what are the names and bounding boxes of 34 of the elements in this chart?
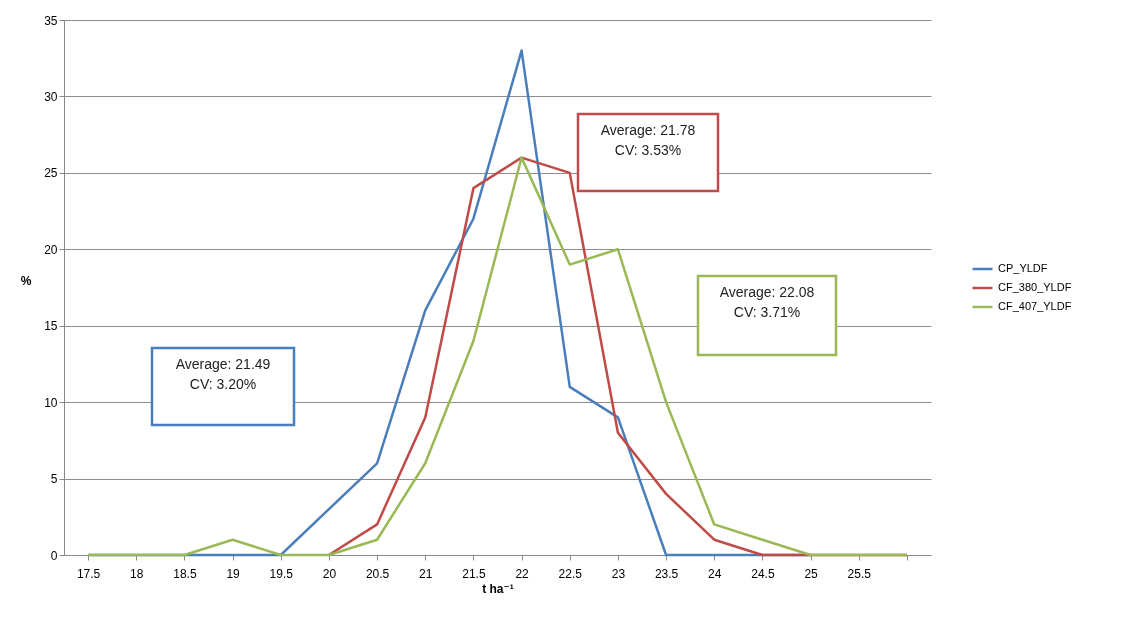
y-tick-label: 0 [50,548,58,563]
annotation: Average: 21.49 CV: 3.20% [175,356,271,392]
x-tick-label: 23 [611,566,626,581]
legend-label: CF_407_YLDF [998,300,1072,312]
annotation: Average: 22.08 CV: 3.71% [719,284,815,320]
x-tick-label: 23.5 [654,566,679,581]
y-tick-label: 20 [44,242,58,257]
x-tick-label: 21 [419,566,433,581]
x-tick-label: 18 [130,566,144,581]
legend-label: CF_380_YLDF [998,281,1072,293]
x-tick-label: 19 [226,566,241,581]
legend-label: CP_YLDF [998,262,1048,274]
x-tick-label: 20.5 [365,566,390,581]
x-tick-label: 22.5 [558,566,583,581]
x-tick-label: 21.5 [462,566,486,581]
annotation: Average: 21.78 CV: 3.53% [600,122,696,158]
y-tick-label: 30 [44,89,58,104]
y-tick-label: 25 [44,166,58,181]
x-tick-label: 24 [708,566,722,581]
x-tick-label: 25.5 [847,566,872,581]
line-series [86,156,909,557]
y-axis-title: % [20,274,32,288]
x-tick-label: 22 [515,566,530,581]
x-tick-label: 24.5 [751,566,775,581]
x-tick-label: 25 [804,566,819,581]
y-tick-label: 5 [50,472,58,487]
x-tick-label: 17.5 [76,566,101,581]
y-tick-label: 35 [44,13,58,28]
y-tick-label: 10 [44,395,58,410]
x-axis-title: t ha⁻¹ [482,581,514,596]
x-tick-label: 19.5 [269,566,294,581]
x-tick-label: 20 [322,566,337,581]
x-tick-label: 18.5 [173,566,197,581]
y-tick-label: 15 [44,319,58,334]
